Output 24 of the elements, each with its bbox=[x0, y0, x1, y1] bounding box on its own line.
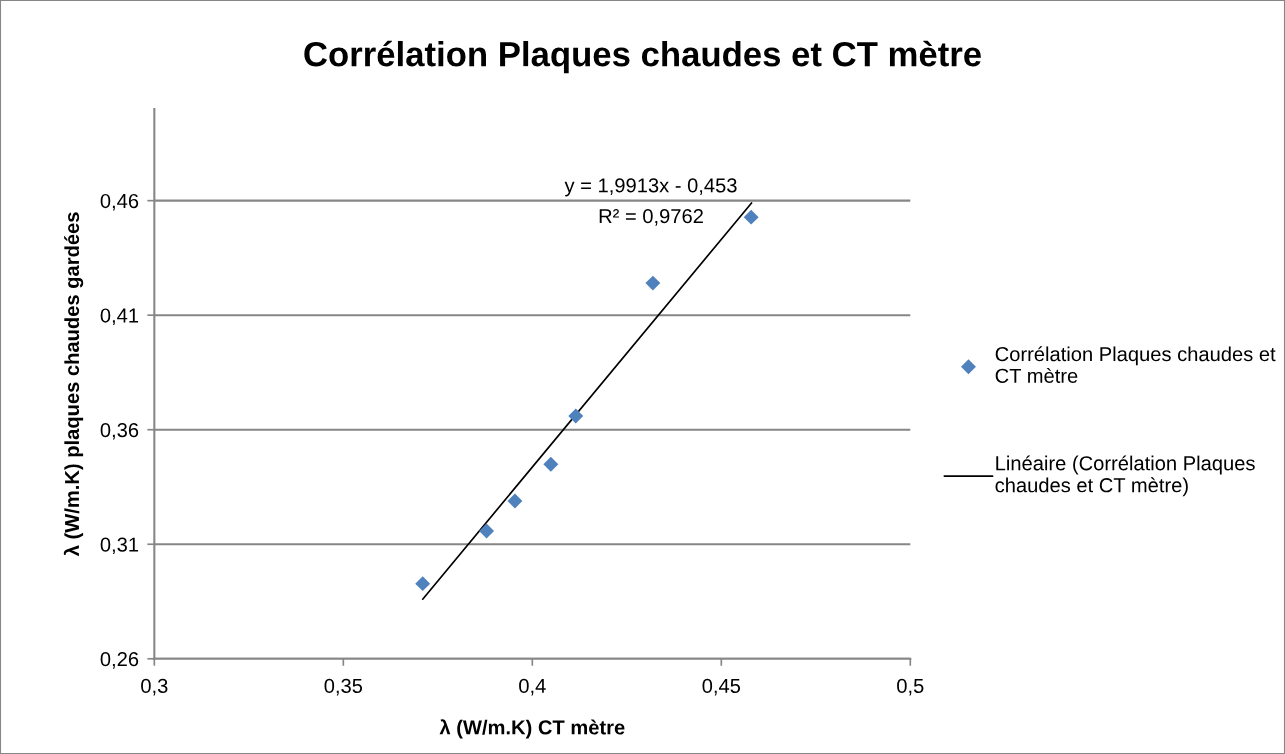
point bbox=[743, 209, 759, 225]
point bbox=[507, 493, 523, 509]
point bbox=[543, 456, 559, 472]
x-tick-label: 0,45 bbox=[702, 678, 741, 696]
legend-label: Linéaire (Corrélation Plaques chaudes et CT mètre) bbox=[995, 455, 1255, 497]
point bbox=[479, 523, 495, 539]
x-tick-label: 0,3 bbox=[141, 678, 168, 696]
point bbox=[415, 576, 431, 592]
y-tick-label: 0,46 bbox=[100, 193, 139, 211]
y-axis-title: λ (W/m.K) plaques chaudes gardées bbox=[63, 212, 84, 557]
x-tick-label: 0,5 bbox=[897, 678, 924, 696]
x-tick-label: 0,35 bbox=[324, 678, 363, 696]
chart-title: Corrélation Plaques chaudes et CT mètre bbox=[304, 40, 981, 74]
annotation: y = 1,9913x - 0,453 bbox=[564, 178, 737, 197]
x-axis-title: λ (W/m.K) CT mètre bbox=[439, 719, 625, 739]
y-tick-label: 0,41 bbox=[100, 308, 139, 326]
x-tick-label: 0,4 bbox=[519, 678, 546, 696]
annotation: R² = 0,9762 bbox=[599, 209, 703, 226]
legend-label: Corrélation Plaques chaudes et CT mètre bbox=[995, 346, 1276, 383]
point bbox=[568, 408, 584, 424]
point bbox=[645, 275, 661, 291]
y-tick-label: 0,26 bbox=[100, 652, 139, 669]
y-tick-label: 0,36 bbox=[100, 422, 139, 440]
y-tick-label: 0,31 bbox=[100, 537, 139, 555]
